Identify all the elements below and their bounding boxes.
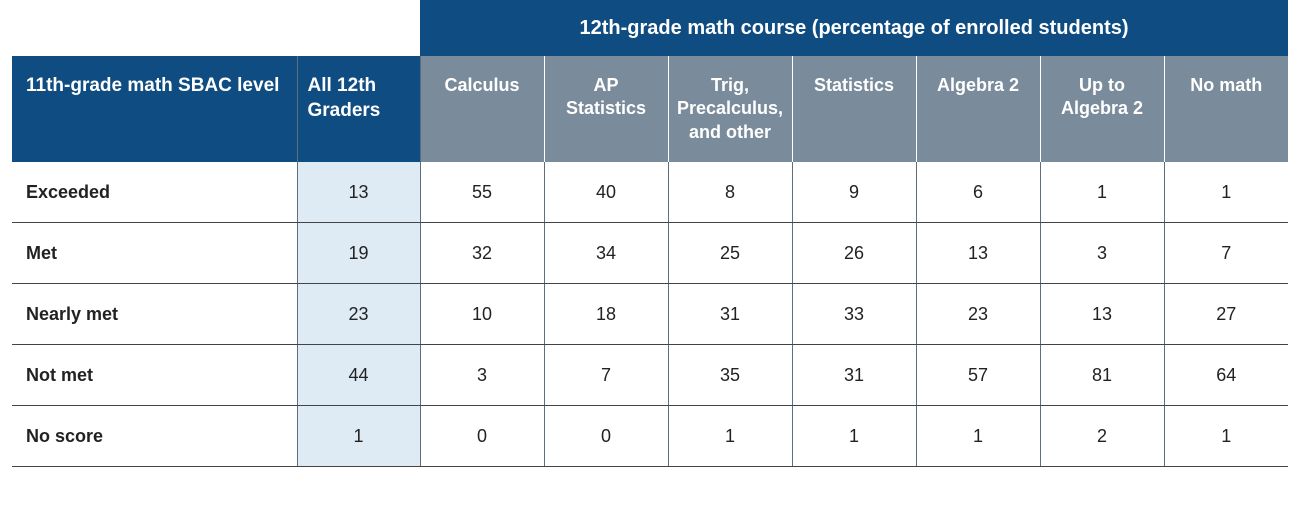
table-row: Exceeded 13 55 40 8 9 6 1 1 <box>12 162 1288 223</box>
blank-header-cell <box>12 0 420 56</box>
course-cell: 8 <box>668 162 792 223</box>
table-row: Met 19 32 34 25 26 13 3 7 <box>12 223 1288 284</box>
course-cell: 27 <box>1164 284 1288 345</box>
table-row: Not met 44 3 7 35 31 57 81 64 <box>12 345 1288 406</box>
course-cell: 35 <box>668 345 792 406</box>
course-cell: 13 <box>1040 284 1164 345</box>
row-label: Nearly met <box>12 284 297 345</box>
all-graders-header: All 12th Graders <box>297 56 420 162</box>
course-cell: 3 <box>420 345 544 406</box>
table-body: Exceeded 13 55 40 8 9 6 1 1 Met 19 32 34… <box>12 162 1288 467</box>
course-cell: 1 <box>1164 406 1288 467</box>
all-graders-cell: 23 <box>297 284 420 345</box>
course-cell: 18 <box>544 284 668 345</box>
course-cell: 1 <box>668 406 792 467</box>
all-graders-cell: 13 <box>297 162 420 223</box>
course-cell: 1 <box>1164 162 1288 223</box>
course-header: Calculus <box>420 56 544 162</box>
course-cell: 1 <box>792 406 916 467</box>
course-cell: 3 <box>1040 223 1164 284</box>
course-cell: 1 <box>916 406 1040 467</box>
course-cell: 31 <box>668 284 792 345</box>
course-cell: 26 <box>792 223 916 284</box>
course-cell: 25 <box>668 223 792 284</box>
all-graders-header-text: All 12th Graders <box>308 75 381 121</box>
table-header: 12th-grade math course (percentage of en… <box>12 0 1288 162</box>
course-cell: 31 <box>792 345 916 406</box>
course-cell: 2 <box>1040 406 1164 467</box>
course-cell: 1 <box>1040 162 1164 223</box>
sbac-level-header: 11th-grade math SBAC level <box>12 56 297 162</box>
course-cell: 10 <box>420 284 544 345</box>
course-cell: 57 <box>916 345 1040 406</box>
course-cell: 23 <box>916 284 1040 345</box>
sbac-level-header-text: 11th-grade math SBAC level <box>26 75 279 96</box>
all-graders-cell: 1 <box>297 406 420 467</box>
course-header: AP Statistics <box>544 56 668 162</box>
course-cell: 81 <box>1040 345 1164 406</box>
table-row: Nearly met 23 10 18 31 33 23 13 27 <box>12 284 1288 345</box>
course-header: Statistics <box>792 56 916 162</box>
course-cell: 0 <box>420 406 544 467</box>
course-cell: 7 <box>1164 223 1288 284</box>
course-cell: 32 <box>420 223 544 284</box>
course-cell: 7 <box>544 345 668 406</box>
sbac-enrollment-table: 12th-grade math course (percentage of en… <box>12 0 1288 467</box>
course-cell: 9 <box>792 162 916 223</box>
all-graders-cell: 19 <box>297 223 420 284</box>
all-graders-cell: 44 <box>297 345 420 406</box>
row-label: Met <box>12 223 297 284</box>
course-cell: 0 <box>544 406 668 467</box>
table-row: No score 1 0 0 1 1 1 2 1 <box>12 406 1288 467</box>
course-cell: 40 <box>544 162 668 223</box>
course-span-header: 12th-grade math course (percentage of en… <box>420 0 1288 56</box>
course-cell: 64 <box>1164 345 1288 406</box>
course-cell: 6 <box>916 162 1040 223</box>
course-cell: 34 <box>544 223 668 284</box>
course-cell: 13 <box>916 223 1040 284</box>
course-header: Trig, Precalculus, and other <box>668 56 792 162</box>
course-cell: 33 <box>792 284 916 345</box>
row-label: Not met <box>12 345 297 406</box>
course-header: Algebra 2 <box>916 56 1040 162</box>
row-label: No score <box>12 406 297 467</box>
row-label: Exceeded <box>12 162 297 223</box>
course-header: Up to Algebra 2 <box>1040 56 1164 162</box>
course-header: No math <box>1164 56 1288 162</box>
course-cell: 55 <box>420 162 544 223</box>
